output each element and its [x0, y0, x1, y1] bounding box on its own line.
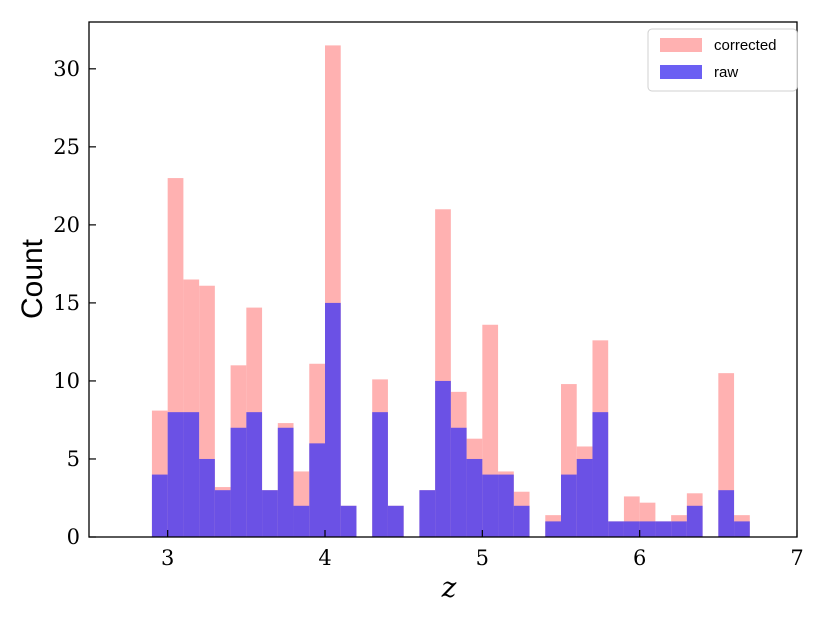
legend-label-corrected: corrected: [714, 37, 777, 54]
bar-raw-18: [466, 458, 483, 537]
x-axis-label: z: [441, 571, 457, 604]
y-tick-label: 5: [67, 447, 80, 471]
x-tick-label: 3: [161, 546, 174, 570]
legend-swatch-raw: [660, 65, 702, 79]
legend-swatch-corrected: [660, 38, 702, 52]
bar-raw-26: [608, 521, 624, 537]
bar-raw-17: [450, 427, 467, 537]
y-tick-label: 15: [53, 291, 80, 315]
bar-raw-4: [214, 490, 231, 537]
bar-raw-23: [561, 474, 577, 537]
x-axis: 3 4 5 6 7: [161, 530, 804, 570]
bar-raw-29: [655, 521, 672, 537]
x-tick-label: 5: [476, 546, 489, 570]
bar-raw-0: [151, 474, 168, 537]
x-tick-label: 7: [790, 546, 803, 570]
bar-raw-20: [498, 474, 514, 537]
bar-raw-12: [340, 505, 357, 537]
bar-raw-3: [199, 458, 215, 537]
plot-area: [151, 45, 750, 537]
y-axis: 0 5 10 15 20 25 30: [53, 57, 96, 549]
y-tick-label: 30: [53, 57, 80, 81]
y-tick-label: 20: [53, 213, 80, 237]
bar-raw-13: [372, 412, 388, 537]
y-tick-label: 10: [53, 369, 80, 393]
bar-raw-6: [246, 412, 263, 537]
y-axis-label: Count: [16, 238, 49, 319]
bar-raw-14: [387, 505, 404, 537]
plot-frame: [88, 21, 798, 538]
bar-raw-10: [309, 443, 325, 537]
bar-raw-9: [293, 505, 310, 537]
bar-raw-19: [482, 474, 499, 537]
bar-raw-5: [230, 427, 247, 537]
bar-raw-21: [513, 505, 530, 537]
bar-raw-27: [623, 521, 640, 537]
x-tick-label: 4: [318, 546, 331, 570]
bar-raw-2: [183, 412, 200, 537]
bar-raw-32: [718, 490, 735, 537]
bar-raw-15: [419, 490, 436, 537]
bar-raw-22: [545, 521, 561, 537]
series-raw-bars: [151, 302, 750, 537]
bar-raw-16: [435, 380, 451, 537]
bar-raw-25: [592, 412, 609, 537]
bar-raw-28: [639, 521, 656, 537]
bar-raw-8: [277, 427, 294, 537]
bar-raw-7: [262, 490, 278, 537]
bar-raw-11: [325, 302, 341, 537]
y-tick-label: 25: [53, 135, 80, 159]
legend: corrected raw: [647, 28, 798, 92]
bar-raw-1: [167, 412, 184, 537]
bar-raw-30: [671, 521, 687, 537]
bar-raw-24: [576, 458, 593, 537]
x-tick-label: 6: [633, 546, 646, 570]
bar-raw-33: [734, 521, 750, 537]
bar-raw-31: [686, 505, 703, 537]
legend-label-raw: raw: [714, 64, 738, 81]
y-tick-label: 0: [67, 525, 80, 549]
